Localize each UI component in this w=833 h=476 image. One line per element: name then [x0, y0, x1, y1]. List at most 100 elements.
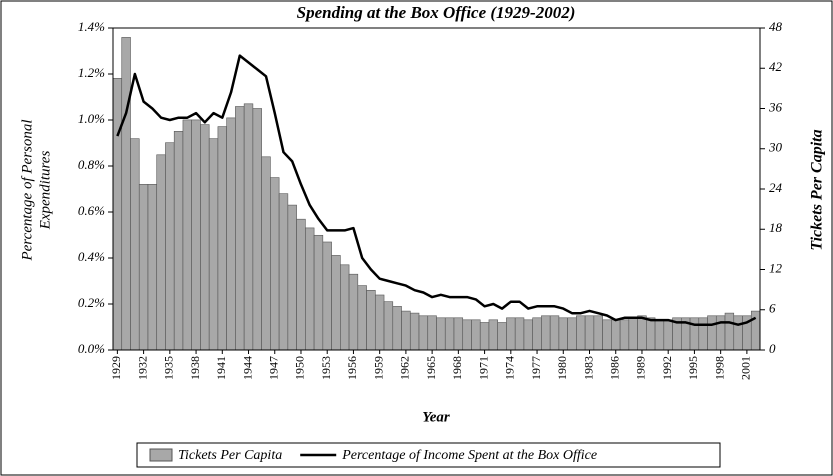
bar [733, 315, 743, 351]
bar [637, 315, 647, 351]
bar [121, 37, 131, 351]
x-tick-label: 1959 [371, 356, 385, 380]
bar [243, 103, 254, 351]
x-tick-label: 1986 [607, 356, 621, 380]
bar [479, 322, 490, 351]
bar [506, 317, 516, 351]
bar [296, 218, 306, 351]
bar [392, 306, 402, 351]
bar [549, 315, 560, 351]
bar [584, 315, 595, 351]
bar [453, 317, 464, 351]
y2-tick-label: 30 [768, 140, 783, 155]
bar [409, 312, 420, 351]
y-tick-label: 0.8% [78, 157, 105, 172]
legend-swatch [149, 448, 173, 462]
x-tick-label: 1977 [529, 356, 543, 380]
y-axis-label: Expenditures [37, 151, 53, 231]
bar [488, 319, 499, 351]
bar [418, 315, 429, 351]
y-tick-label: 0.4% [78, 249, 105, 264]
bar [331, 255, 341, 351]
legend [136, 442, 721, 468]
bar [270, 177, 280, 351]
plot-area [112, 27, 761, 351]
bar [628, 317, 638, 351]
x-tick-label: 1962 [398, 356, 412, 380]
y-tick-label: 1.4% [78, 19, 105, 34]
bar [313, 234, 324, 351]
bar [750, 310, 761, 351]
bar [348, 273, 359, 351]
bar [156, 154, 166, 351]
y2-tick-label: 6 [769, 301, 776, 316]
x-tick-label: 1965 [424, 356, 438, 380]
bar [523, 319, 533, 351]
x-tick-label: 1989 [634, 356, 648, 380]
y2-tick-label: 12 [769, 260, 783, 275]
line [116, 54, 757, 326]
bar [147, 184, 158, 351]
bar [374, 294, 385, 351]
bar [715, 315, 726, 351]
x-tick-label: 1956 [345, 356, 359, 380]
bar [401, 310, 411, 351]
bar [654, 319, 665, 351]
x-tick-label: 1968 [450, 356, 464, 380]
bar [252, 108, 262, 351]
x-tick-label: 1941 [214, 356, 228, 380]
bar [663, 319, 673, 351]
x-tick-label: 1932 [135, 356, 149, 380]
bar [576, 315, 586, 351]
bar [357, 285, 367, 351]
bar [130, 138, 140, 351]
bar [112, 78, 123, 351]
bar [497, 322, 507, 351]
x-tick-label: 1980 [555, 356, 569, 380]
y-tick-label: 0.2% [78, 295, 105, 310]
bar [383, 301, 394, 351]
bar [514, 317, 525, 351]
y2-tick-label: 48 [769, 19, 783, 34]
bar [532, 317, 542, 351]
bar [698, 317, 708, 351]
bar [541, 315, 551, 351]
y2-tick-label: 24 [769, 180, 783, 195]
bar [567, 317, 577, 351]
y-tick-label: 0.6% [78, 203, 105, 218]
x-tick-label: 1974 [503, 356, 517, 380]
bar [462, 319, 472, 351]
bar [322, 241, 332, 351]
x-tick-label: 1992 [660, 356, 674, 380]
bar [593, 315, 603, 351]
y-axis-label: Percentage of Personal [19, 119, 35, 261]
bar [724, 312, 735, 351]
bar [165, 142, 175, 351]
bar [226, 117, 236, 351]
bar [305, 227, 315, 351]
y-tick-label: 1.0% [78, 111, 105, 126]
bar [235, 106, 245, 351]
bar [602, 319, 612, 351]
bar [619, 319, 630, 351]
bar [646, 317, 656, 351]
bar [182, 119, 192, 351]
y-tick-label: 0.0% [78, 341, 105, 356]
bar [278, 193, 289, 351]
legend-label: Percentage of Income Spent at the Box Of… [341, 448, 597, 463]
bar [191, 119, 201, 351]
bar [707, 315, 717, 351]
bar [200, 124, 210, 351]
bar [138, 184, 149, 351]
x-tick-label: 1971 [476, 356, 490, 380]
bar [287, 204, 297, 351]
x-tick-label: 1935 [162, 356, 176, 380]
x-tick-label: 1983 [581, 356, 595, 380]
y-tick-label: 1.2% [78, 65, 105, 80]
x-tick-label: 2001 [739, 356, 753, 380]
x-tick-label: 1950 [293, 356, 307, 380]
bar [208, 138, 219, 351]
bar [427, 315, 437, 351]
x-tick-label: 1953 [319, 356, 333, 380]
